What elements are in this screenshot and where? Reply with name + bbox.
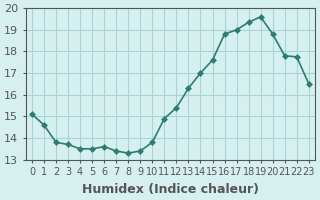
X-axis label: Humidex (Indice chaleur): Humidex (Indice chaleur) (82, 183, 259, 196)
